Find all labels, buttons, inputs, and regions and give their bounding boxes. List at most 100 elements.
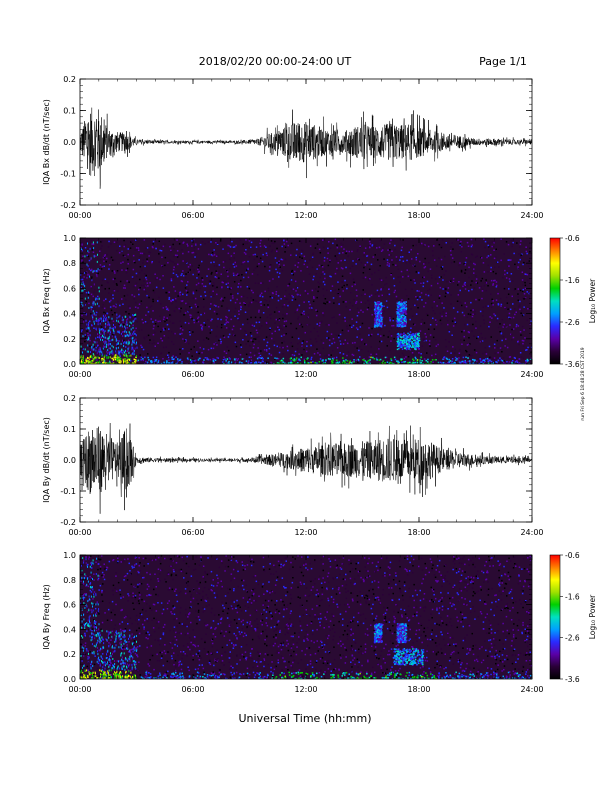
spectrogram-feature-cell [377,304,380,306]
spectrogram-cell [157,300,159,302]
spectrogram-cell [259,354,262,357]
spectrogram-cell [224,323,226,326]
spectrogram-cell [333,341,336,344]
spectrogram-cell [157,361,160,363]
spectrogram-cell [364,302,367,304]
spectrogram-cell [278,310,280,313]
spectrogram-feature-cell [399,306,402,308]
spectrogram-cell [121,325,123,328]
spectrogram-cell [122,339,123,342]
spectrogram-cell [128,363,130,364]
spectrogram-cell [194,297,197,300]
spectrogram-cell [197,267,200,269]
spectrogram-cell [506,315,509,317]
spectrogram-cell [250,316,252,319]
spectrogram-cell [278,329,280,331]
spectrogram-cell [465,305,468,308]
spectrogram-cell [401,246,403,249]
panels-group: 00:00 06:00 12:00 18:00 24:000.20.10.0-0.1-0… [42,75,597,694]
spectrogram-cell [481,361,483,363]
spectrogram-feature-cell [397,343,400,345]
spectrogram-cell [218,270,220,272]
spectrogram-cell [132,314,135,317]
spectrogram-cell [105,298,107,300]
spectrogram-cell [101,265,104,268]
spectrogram-cell [95,297,97,299]
spectrogram-cell [299,359,301,362]
spectrogram-cell [287,304,289,307]
spectrogram-cell [197,248,200,250]
spectrogram-cell [381,316,384,319]
spectrogram-feature-cell [373,319,376,321]
spectrogram-cell [443,356,446,358]
spectrogram-cell [450,294,452,296]
spectrogram-cell [239,361,241,363]
spectrogram-cell [318,286,320,288]
spectrogram-cell [103,329,105,332]
spectrogram-cell [128,331,130,334]
spectrogram-cell [380,335,382,337]
spectrogram-cell [167,309,170,311]
spectrogram-cell [260,361,263,364]
spectrogram-cell [369,238,371,241]
spectrogram-cell [240,305,242,308]
spectrogram-cell [312,252,315,255]
spectrogram-cell [95,314,97,317]
spectrogram-cell [379,358,382,361]
spectrogram-cell [96,241,98,244]
spectrogram-cell [119,323,121,325]
spectrogram-cell [82,281,84,284]
spectrogram-cell [425,313,428,315]
spectrogram-feature-cell [408,333,411,336]
spectrogram-cell [142,359,144,362]
spectrogram-cell [215,255,218,257]
spectrogram-cell [336,244,338,246]
spectrogram-cell [84,340,86,343]
spectrogram-cell [106,352,109,354]
spectrogram-cell [166,308,168,311]
spectrogram-cell [341,275,344,277]
spectrogram-cell [518,362,521,364]
spectrogram-cell [494,352,496,355]
spectrogram-cell [404,288,407,291]
spectrogram-cell [430,284,433,287]
spectrogram-cell [275,291,278,293]
spectrogram-cell [213,285,215,287]
spectrogram-cell [249,302,252,305]
spectrogram-cell [361,339,364,342]
spectrogram-cell [387,249,389,251]
spectrogram-cell [101,320,103,323]
spectrogram-cell [276,286,278,288]
spectrogram-cell [103,341,105,343]
spectrogram-cell [171,322,174,324]
spectrogram-cell [86,277,88,279]
spectrogram-cell [421,318,423,321]
spectrogram-cell [313,327,316,330]
spectrogram-cell [497,351,499,354]
spectrogram-cell [133,319,135,322]
spectrogram-cell [248,353,250,355]
spectrogram-cell [118,315,120,318]
spectrogram-cell [185,302,187,305]
spectrogram-cell [506,307,508,309]
spectrogram-cell [239,328,242,330]
spectrogram-cell [220,273,222,275]
spectrogram-cell [389,249,391,251]
spectrogram-cell [325,360,327,362]
spectrogram-cell [134,315,137,318]
spectrogram-cell [116,343,118,346]
spectrogram-cell [233,334,235,336]
spectrogram-cell [483,271,486,273]
spectrogram-cell [382,286,384,289]
spectrogram-cell [269,300,271,303]
spectrogram-cell [310,356,313,359]
spectrogram-cell [459,301,462,304]
spectrogram-cell [378,246,381,249]
spectrogram-cell [490,254,492,256]
spectrogram-cell [91,346,93,348]
spectrogram-cell [516,242,518,244]
spectrogram-cell [414,265,416,267]
spectrogram-cell [249,302,251,304]
spectrogram-cell [182,348,184,350]
spectrogram-cell [233,311,236,313]
